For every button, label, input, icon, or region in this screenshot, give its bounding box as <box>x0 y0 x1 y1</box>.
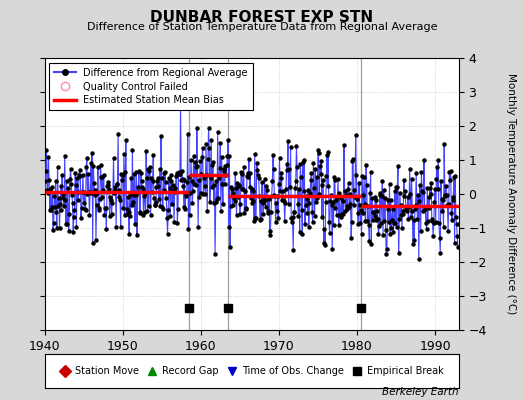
Text: Difference of Station Temperature Data from Regional Average: Difference of Station Temperature Data f… <box>87 22 437 32</box>
Text: DUNBAR FOREST EXP STN: DUNBAR FOREST EXP STN <box>150 10 374 25</box>
Legend: Station Move, Record Gap, Time of Obs. Change, Empirical Break: Station Move, Record Gap, Time of Obs. C… <box>56 363 447 379</box>
Y-axis label: Monthly Temperature Anomaly Difference (°C): Monthly Temperature Anomaly Difference (… <box>506 73 516 315</box>
Text: Berkeley Earth: Berkeley Earth <box>382 387 458 397</box>
Legend: Difference from Regional Average, Quality Control Failed, Estimated Station Mean: Difference from Regional Average, Qualit… <box>49 63 253 110</box>
